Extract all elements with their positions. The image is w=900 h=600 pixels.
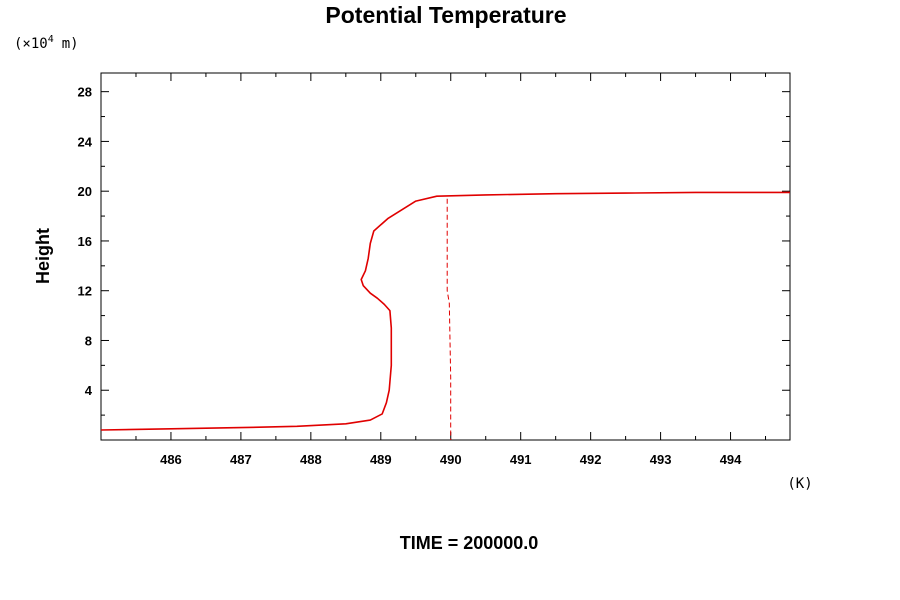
axis-ticks: 486 487 488 489 490 491 492 493 494 4 8 12 16 20 24 28 <box>78 73 790 467</box>
y-tick-label: 28 <box>78 85 92 100</box>
x-tick-label: 491 <box>510 452 532 467</box>
chart-title: Potential Temperature <box>325 2 566 28</box>
y-tick-label: 12 <box>78 284 92 299</box>
x-tick-label: 487 <box>230 452 252 467</box>
y-tick-label: 16 <box>78 234 92 249</box>
x-tick-label: 494 <box>720 452 742 467</box>
y-tick-label: 8 <box>85 333 92 348</box>
y-tick-label: 20 <box>78 184 92 199</box>
x-tick-label: 490 <box>440 452 462 467</box>
potential-temperature-profile-line <box>100 191 790 431</box>
data-series <box>100 191 790 440</box>
y-axis-label: Height <box>33 228 53 284</box>
y-tick-label: 24 <box>78 134 93 149</box>
x-tick-label: 486 <box>160 452 182 467</box>
time-footer: TIME = 200000.0 <box>400 533 539 553</box>
x-tick-label: 493 <box>650 452 672 467</box>
x-tick-label: 492 <box>580 452 602 467</box>
y-tick-label: 4 <box>85 383 93 398</box>
y-unit-label: (×104 m) <box>14 34 79 52</box>
x-tick-label: 488 <box>300 452 322 467</box>
x-unit-label: (K) <box>787 476 812 492</box>
plot-frame <box>100 72 791 441</box>
x-tick-label: 489 <box>370 452 392 467</box>
dashed-reference-line <box>446 198 452 440</box>
